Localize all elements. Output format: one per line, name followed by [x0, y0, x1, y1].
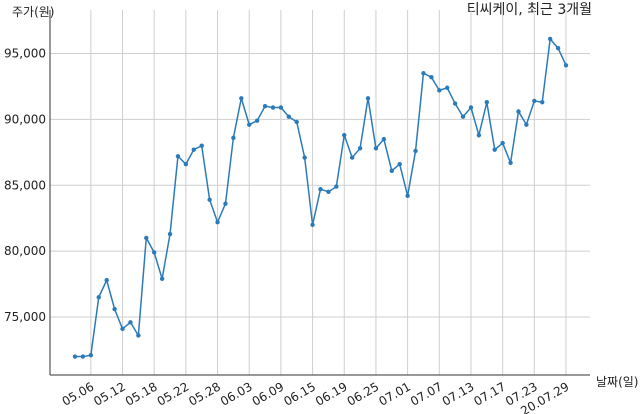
data-point [563, 63, 569, 68]
data-point [484, 100, 490, 105]
chart-title: 티씨케이, 최근 3개월 [467, 2, 592, 18]
data-point [215, 219, 220, 225]
data-point [80, 354, 86, 359]
data-point [540, 100, 545, 105]
x-tick-label: 07.01 [376, 379, 413, 408]
x-tick-label: 05.06 [60, 379, 97, 408]
y-tick-label: 85,000 [4, 178, 46, 192]
x-axis-label: 날짜(일) [596, 375, 638, 389]
data-point [302, 155, 307, 160]
x-tick-label: 06.09 [250, 379, 287, 408]
data-point [183, 161, 189, 167]
data-point [191, 147, 196, 152]
x-tick-label: 06.03 [218, 379, 255, 408]
x-tick-label: 06.15 [281, 379, 318, 408]
data-point [405, 193, 410, 198]
data-point [342, 132, 347, 138]
data-point [112, 306, 117, 312]
data-point [547, 36, 553, 42]
data-point [437, 88, 442, 93]
x-tick-label: 05.12 [91, 379, 128, 408]
data-point [96, 295, 101, 300]
data-point [247, 122, 252, 127]
data-point [349, 155, 355, 160]
data-point [286, 114, 292, 119]
y-tick-label: 80,000 [4, 244, 46, 258]
data-point [429, 75, 434, 80]
data-point [144, 235, 149, 241]
data-point [334, 184, 339, 189]
data-point [128, 320, 133, 325]
data-point [318, 187, 323, 192]
x-tick-label: 06.25 [345, 379, 382, 408]
data-point [104, 277, 109, 283]
data-point [151, 250, 157, 255]
data-point [278, 105, 284, 110]
data-point [120, 326, 125, 332]
y-tick-label: 95,000 [4, 46, 46, 60]
x-tick-label: 07.13 [440, 379, 477, 408]
data-point [460, 114, 466, 119]
data-point [389, 168, 394, 173]
x-tick-label: 07.17 [471, 379, 508, 408]
data-point [159, 276, 165, 282]
data-point [326, 189, 331, 195]
data-point [231, 135, 236, 141]
data-point [357, 146, 363, 151]
data-point [476, 132, 482, 138]
data-point [88, 353, 94, 358]
data-point [223, 201, 228, 206]
data-point [524, 122, 529, 127]
x-tick-label: 05.22 [155, 379, 192, 408]
x-tick-label: 05.18 [123, 379, 160, 408]
data-point [397, 161, 402, 167]
x-tick-label: 06.19 [313, 379, 350, 408]
data-point [445, 85, 450, 90]
data-point [413, 148, 418, 154]
x-tick-label: 05.28 [186, 379, 223, 408]
x-tick-label: 07.07 [408, 379, 445, 408]
data-point [373, 146, 379, 151]
data-point [452, 101, 458, 106]
data-point [167, 231, 173, 237]
data-point [508, 160, 513, 166]
data-point [516, 109, 521, 114]
data-point [365, 96, 371, 101]
data-point [492, 147, 497, 152]
data-point [532, 98, 537, 104]
data-point [136, 333, 141, 338]
data-point [555, 46, 561, 51]
data-point [294, 119, 299, 125]
data-point [310, 222, 315, 227]
data-point [262, 103, 268, 109]
data-point [421, 71, 426, 76]
data-point [381, 136, 387, 142]
data-point [72, 354, 78, 359]
data-point [239, 96, 244, 101]
data-point [468, 105, 474, 110]
data-point [207, 197, 212, 202]
y-axis-label: 주가(원) [12, 5, 54, 19]
data-point [199, 143, 204, 148]
data-point [254, 118, 260, 123]
data-point [500, 140, 505, 146]
data-point [270, 105, 276, 110]
y-tick-label: 75,000 [4, 310, 46, 324]
y-tick-label: 90,000 [4, 112, 46, 126]
data-point [175, 154, 181, 159]
price-line [75, 37, 567, 358]
